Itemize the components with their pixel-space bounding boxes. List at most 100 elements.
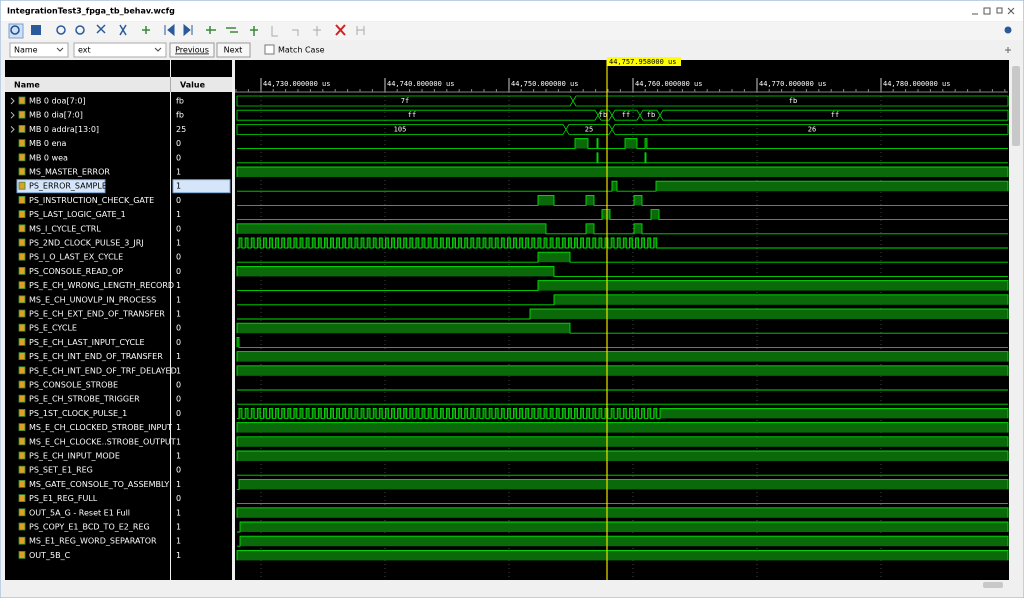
signal-name[interactable]: MS_MASTER_ERROR (29, 168, 110, 177)
high-fill (556, 238, 560, 248)
name-scrollbar[interactable] (5, 580, 232, 590)
search-text[interactable]: ext (78, 46, 91, 55)
signal-name[interactable]: MB 0 doa[7:0] (29, 97, 86, 106)
high-fill (597, 138, 598, 149)
high-fill (489, 238, 493, 248)
signal-name[interactable]: PS_E1_REG_FULL (29, 494, 98, 503)
signal-name[interactable]: PS_E_CH_WRONG_LENGTH_RECORD (29, 281, 174, 290)
high-fill (428, 238, 432, 248)
window-controls[interactable] (972, 7, 1015, 15)
high-fill (653, 408, 657, 419)
high-fill (483, 408, 486, 419)
signal-name[interactable]: PS_LAST_LOGIC_GATE_1 (29, 210, 126, 219)
high-fill (530, 309, 1008, 319)
high-fill (312, 408, 316, 419)
signal-name[interactable]: PS_SET_E1_REG (29, 466, 93, 475)
signal-name[interactable]: PS_E_CH_INPUT_MODE (29, 452, 120, 461)
signal-name[interactable]: PS_E_CH_STROBE_TRIGGER (29, 395, 140, 404)
signal-name[interactable]: PS_I_O_LAST_EX_CYCLE (29, 253, 123, 262)
signal-name[interactable]: PS_COPY_E1_BCD_TO_E2_REG (29, 523, 150, 532)
signal-name[interactable]: MS_E_CH_CLOCKED_STROBE_INPUT (29, 423, 172, 432)
high-fill (483, 238, 486, 248)
name-panel (5, 60, 170, 590)
high-fill (361, 238, 364, 248)
high-fill (354, 408, 358, 419)
signal-name[interactable]: PS_E_CH_INT_END_OF_TRF_DELAYED (29, 366, 177, 375)
match-case-label[interactable]: Match Case (278, 46, 325, 55)
toolbar-icons[interactable] (8, 23, 1012, 39)
search-field[interactable]: Name (14, 46, 38, 55)
signal-name[interactable]: PS_1ST_CLOCK_PULSE_1 (29, 409, 127, 418)
high-fill (464, 408, 468, 419)
high-fill (635, 408, 639, 419)
high-fill (237, 507, 1008, 518)
expand-icon[interactable] (1005, 47, 1011, 53)
high-fill (373, 238, 377, 248)
high-fill (293, 238, 297, 248)
signal-name[interactable]: MS_E1_REG_WORD_SEPARATOR (29, 537, 157, 546)
signal-name[interactable]: PS_2ND_CLOCK_PULSE_3_JRJ (29, 239, 144, 248)
signal-value: 0 (176, 196, 181, 205)
next-button[interactable] (216, 42, 251, 58)
high-fill (586, 223, 594, 234)
value-panel (171, 60, 232, 590)
signal-name[interactable]: PS_CONSOLE_STROBE (29, 381, 118, 390)
waveform (237, 521, 1009, 533)
waveform (236, 336, 1008, 348)
signal-name[interactable]: OUT_5B_C (29, 551, 71, 560)
signal-name[interactable]: PS_CONSOLE_READ_OP (29, 267, 123, 276)
time-label: 44,780.000000 us (883, 80, 950, 88)
signal-name[interactable]: PS_E_CYCLE (29, 324, 77, 333)
wave-scrollbar[interactable] (235, 580, 1009, 590)
high-fill (373, 408, 377, 419)
signal-name[interactable]: MS_E_CH_UNOVLP_IN_PROCESS (29, 295, 156, 304)
signal-name[interactable]: MS_GATE_CONSOLE_TO_ASSEMBLY (29, 480, 169, 489)
previous-label[interactable]: Previous (175, 46, 209, 55)
high-fill (237, 266, 554, 277)
high-fill (422, 408, 425, 419)
name-header[interactable]: Name (14, 81, 40, 90)
signal-name[interactable]: PS_E_CH_INT_END_OF_TRANSFER (29, 352, 163, 361)
high-fill (537, 238, 541, 248)
value-header[interactable]: Value (180, 81, 206, 90)
signal-name[interactable]: MB 0 wea (29, 153, 68, 162)
signal-name[interactable]: PS_INSTRUCTION_CHECK_GATE (29, 196, 154, 205)
signal-name[interactable]: PS_E_CH_EXT_END_OF_TRANSFER (29, 310, 165, 319)
search-input[interactable] (73, 42, 167, 58)
previous-button[interactable] (169, 42, 215, 58)
signal-name[interactable]: MS_I_CYCLE_CTRL (29, 224, 101, 233)
signal-name[interactable]: PS_ERROR_SAMPLE (29, 182, 107, 191)
high-fill (330, 238, 334, 248)
high-fill (653, 238, 657, 248)
signal-value: fb (176, 111, 184, 120)
search-field-select[interactable] (9, 42, 69, 58)
signal-icon (18, 96, 26, 105)
high-fill (287, 238, 291, 248)
signal-value: 1 (176, 352, 181, 361)
signal-value: 1 (176, 423, 181, 432)
signal-name[interactable]: MB 0 addra[13:0] (29, 125, 99, 134)
vertical-scrollbar[interactable] (1010, 60, 1022, 580)
waveform (237, 294, 1009, 306)
high-fill (251, 408, 255, 419)
signal-name[interactable]: MB 0 ena (29, 139, 67, 148)
signal-name[interactable]: OUT_5A_G - Reset E1 Full (29, 508, 130, 517)
signal-icon (18, 536, 26, 545)
high-fill (612, 181, 617, 192)
high-fill (507, 408, 511, 419)
high-fill (237, 323, 570, 334)
signal-name[interactable]: PS_E_CH_LAST_INPUT_CYCLE (29, 338, 145, 347)
signal-icon (18, 195, 26, 204)
high-fill (354, 238, 358, 248)
signal-name[interactable]: MB 0 dia[7:0] (29, 111, 83, 120)
high-fill (452, 408, 456, 419)
next-label[interactable]: Next (224, 46, 243, 55)
waveform (236, 322, 1008, 334)
match-case-checkbox[interactable] (264, 44, 275, 55)
high-fill (625, 138, 637, 149)
high-fill (525, 408, 529, 419)
high-fill (440, 408, 444, 419)
signal-value: 1 (176, 508, 181, 517)
signal-value: 0 (176, 224, 181, 233)
signal-name[interactable]: MS_E_CH_CLOCKE..STROBE_OUTPUT (29, 437, 176, 446)
